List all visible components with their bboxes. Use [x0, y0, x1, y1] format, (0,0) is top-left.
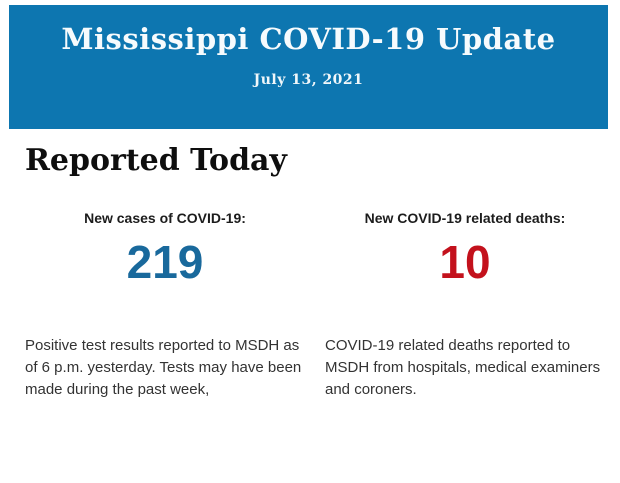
section-title: Reported Today: [25, 143, 287, 178]
stat-new-cases: New cases of COVID-19: 219 Positive test…: [25, 210, 305, 401]
stat-new-deaths: New COVID-19 related deaths: 10 COVID-19…: [325, 210, 605, 401]
header-banner: Mississippi COVID-19 Update July 13, 202…: [9, 5, 608, 129]
new-cases-label: New cases of COVID-19:: [84, 209, 246, 226]
new-cases-description: Positive test results reported to MSDH a…: [25, 336, 302, 398]
covid-update-page: Mississippi COVID-19 Update July 13, 202…: [0, 5, 620, 483]
new-deaths-value: 10: [439, 235, 491, 288]
new-cases-value: 219: [126, 235, 204, 288]
report-date: July 13, 2021: [253, 72, 364, 89]
page-title: Mississippi COVID-19 Update: [61, 22, 556, 56]
new-deaths-description: COVID-19 related deaths reported to MSDH…: [325, 336, 601, 398]
new-deaths-label: New COVID-19 related deaths:: [364, 209, 566, 226]
stats-row: New cases of COVID-19: 219 Positive test…: [25, 210, 605, 401]
